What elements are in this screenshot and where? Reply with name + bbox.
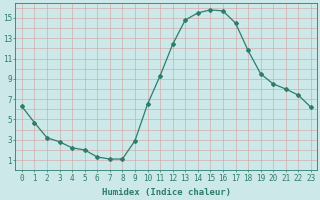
X-axis label: Humidex (Indice chaleur): Humidex (Indice chaleur)	[102, 188, 231, 197]
